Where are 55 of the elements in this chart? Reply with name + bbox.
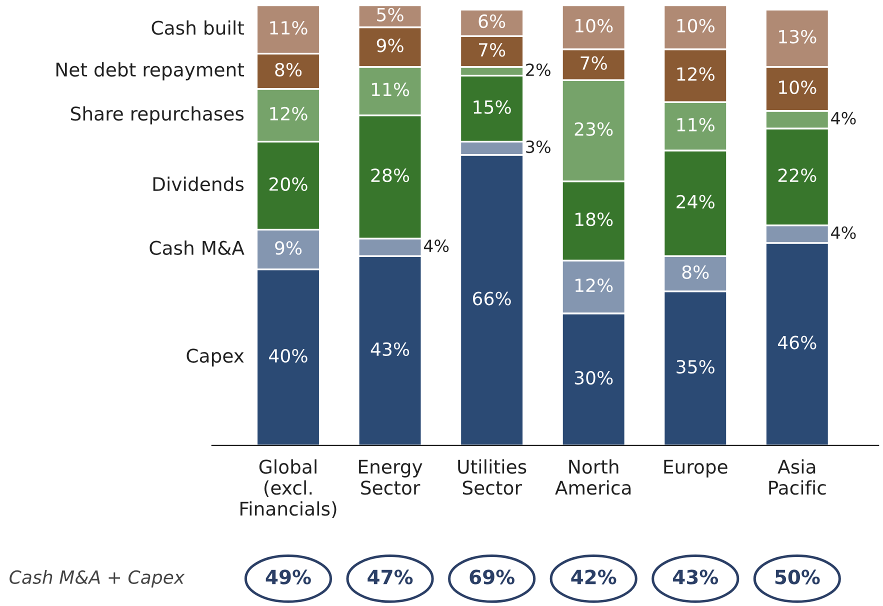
data-label: 4%	[424, 240, 449, 252]
data-label: 3%	[526, 140, 550, 154]
x-tick-label: Utilities Sector	[458, 459, 526, 495]
data-label: 6%	[478, 14, 506, 28]
series-label: Net debt repayment	[56, 62, 244, 80]
data-label: 8%	[275, 62, 302, 76]
data-label: 9%	[376, 38, 404, 52]
data-label: 4%	[831, 226, 856, 239]
series-label: Dividends	[153, 176, 244, 192]
series-label: Share repurchases	[71, 106, 244, 124]
x-tick-label: Asia Pacific	[769, 459, 826, 495]
text: 42%	[571, 570, 616, 584]
data-label: 7%	[478, 43, 506, 57]
data-label: 46%	[778, 336, 816, 350]
data-label: 12%	[576, 278, 613, 292]
series-label: Capex	[186, 348, 244, 366]
data-label: 43%	[370, 342, 410, 356]
data-label: 4%	[831, 112, 856, 125]
text: 69%	[470, 570, 514, 584]
data-label: 23%	[574, 122, 613, 136]
data-label: 10%	[779, 80, 816, 94]
data-label: 7%	[580, 56, 607, 70]
data-label: 11%	[270, 21, 308, 35]
x-tick-label: Europe	[664, 460, 728, 478]
data-label: 20%	[270, 177, 308, 191]
series-label: Cash M&A	[150, 240, 244, 255]
x-tick-label: North America	[555, 459, 631, 495]
data-label: 18%	[576, 212, 613, 226]
text: 47%	[368, 570, 413, 584]
x-tick-label: Energy Sector	[359, 460, 422, 495]
data-label: 11%	[677, 118, 714, 132]
data-label: 5%	[377, 8, 404, 22]
data-label: 24%	[676, 194, 714, 209]
data-label: 10%	[677, 18, 714, 32]
data-label: 10%	[576, 18, 613, 32]
data-label: 30%	[574, 370, 613, 385]
data-label: 40%	[269, 348, 308, 363]
data-label: 12%	[677, 67, 714, 81]
data-label: 28%	[371, 168, 410, 182]
x-tick-label: Global (excl. Financials)	[240, 459, 336, 518]
data-label: 2%	[526, 63, 550, 76]
data-label: 13%	[779, 30, 816, 44]
text: 43%	[672, 570, 718, 584]
data-label: 15%	[474, 100, 511, 114]
data-label: 66%	[473, 292, 511, 306]
data-label: 11%	[372, 82, 410, 96]
text: Cash M&A + Capex	[10, 570, 185, 588]
text: 49%	[266, 570, 311, 584]
series-label: Cash built	[152, 20, 244, 35]
data-label: 8%	[682, 265, 709, 279]
data-label: 9%	[275, 241, 302, 255]
data-label: 22%	[778, 168, 816, 182]
data-label: 12%	[270, 106, 308, 121]
data-label: 35%	[676, 360, 714, 374]
text: 50%	[775, 570, 820, 584]
